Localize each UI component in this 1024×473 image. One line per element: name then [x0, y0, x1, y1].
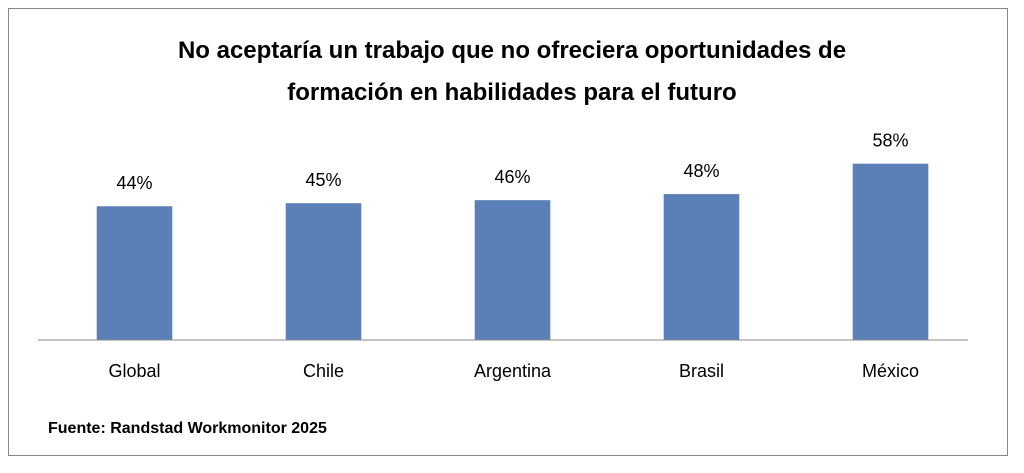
x-tick-label: Chile — [303, 361, 344, 381]
data-label: 46% — [494, 167, 530, 187]
bar — [285, 203, 362, 340]
data-label: 45% — [305, 170, 341, 190]
bar — [96, 206, 173, 340]
chart-frame — [8, 8, 1008, 456]
data-label: 44% — [116, 173, 152, 193]
chart-title: No aceptaría un trabajo que no ofreciera… — [177, 37, 847, 106]
data-label: 58% — [872, 130, 908, 150]
bar — [474, 200, 551, 340]
bar — [663, 194, 740, 340]
bar — [852, 163, 929, 340]
x-tick-label: Argentina — [474, 361, 552, 381]
source-note: Fuente: Randstad Workmonitor 2025 — [48, 420, 327, 437]
x-tick-label: Brasil — [679, 361, 724, 381]
x-tick-label: México — [862, 361, 919, 381]
data-label: 48% — [683, 161, 719, 181]
x-tick-label: Global — [108, 361, 160, 381]
